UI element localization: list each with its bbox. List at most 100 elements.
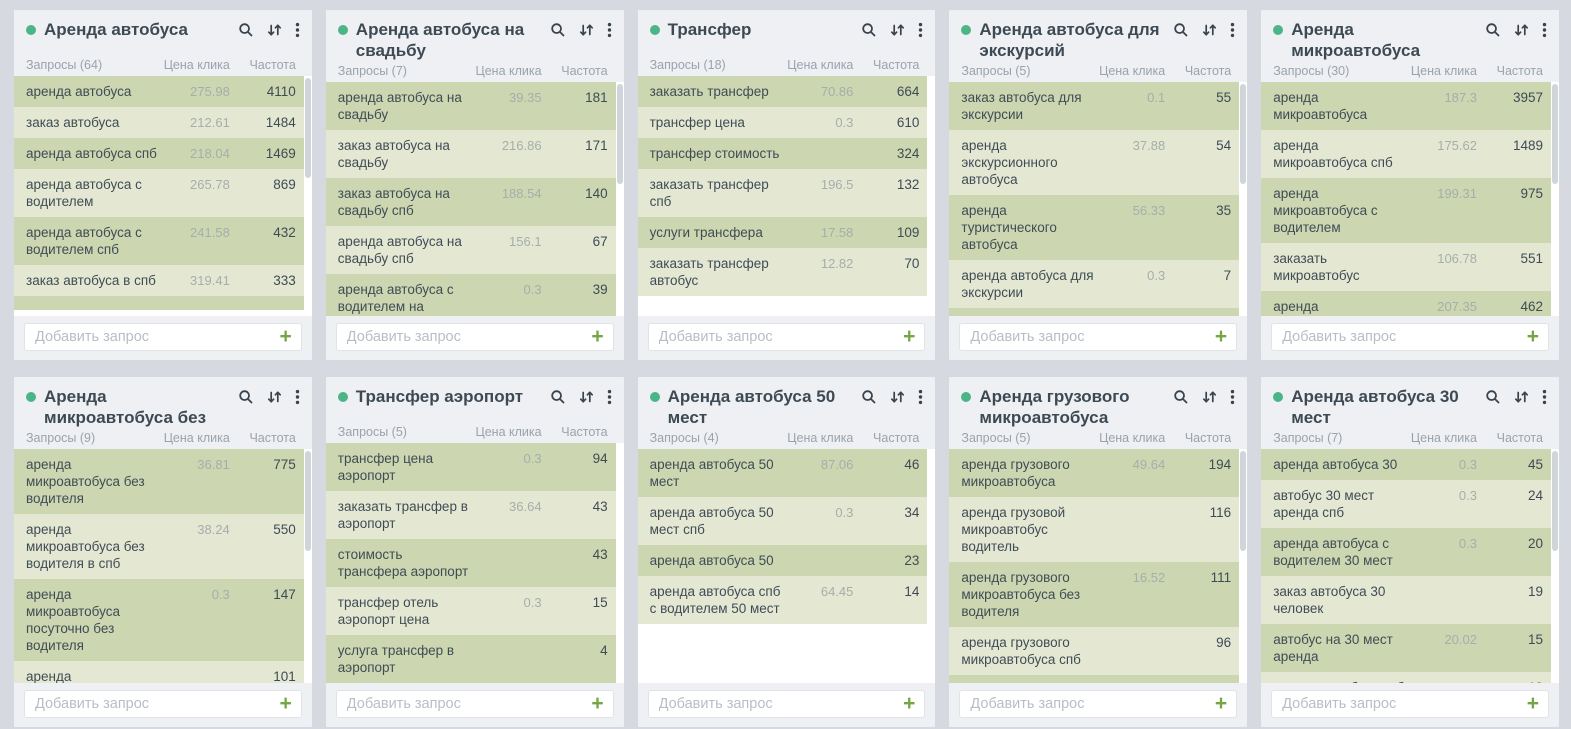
scrollbar-thumb[interactable] xyxy=(1551,84,1558,184)
sort-icon[interactable] xyxy=(267,389,282,405)
add-query-plus-button[interactable]: + xyxy=(279,325,292,348)
query-row[interactable]: аренда микроавтобуса с водителем спб 207… xyxy=(1261,291,1551,316)
sort-icon[interactable] xyxy=(1514,22,1529,38)
add-query-input[interactable] xyxy=(1282,329,1527,345)
menu-kebab-icon[interactable] xyxy=(295,22,300,38)
query-row[interactable]: заказать трансфер автобус 12.82 70 xyxy=(637,248,928,296)
query-row[interactable]: аренда автобуса 50 мест 87.06 46 xyxy=(637,449,928,497)
search-icon[interactable] xyxy=(550,389,566,405)
query-row[interactable]: заказать трансфер в аэропорт 36.64 43 xyxy=(325,491,616,539)
query-row[interactable]: аренда туристического автобуса 56.33 35 xyxy=(949,195,1240,260)
search-icon[interactable] xyxy=(1173,22,1189,38)
query-row[interactable]: аренда грузового микроавтобуса спб 96 xyxy=(949,627,1240,675)
query-row[interactable]: аренда микроавтобуса спб 175.62 1489 xyxy=(1261,130,1551,178)
query-row[interactable]: аренда экскурсионного автобуса 37.88 54 xyxy=(949,130,1240,195)
sort-icon[interactable] xyxy=(890,389,905,405)
add-query-plus-button[interactable]: + xyxy=(1214,325,1228,348)
scrollbar-thumb[interactable] xyxy=(1551,451,1558,551)
sort-icon[interactable] xyxy=(1202,22,1217,38)
query-row[interactable]: аренда микроавтобуса без водителя в спб … xyxy=(14,514,304,579)
scrollbar-thumb[interactable] xyxy=(304,78,311,178)
add-query-plus-button[interactable]: + xyxy=(591,692,604,715)
menu-kebab-icon[interactable] xyxy=(918,22,923,38)
query-row[interactable]: аренда грузового микроавтобуса без 54.07… xyxy=(949,675,1240,683)
add-query-plus-button[interactable]: + xyxy=(903,325,916,348)
menu-kebab-icon[interactable] xyxy=(1230,389,1235,405)
query-row[interactable]: аренда грузовой микроавтобус водитель 11… xyxy=(949,497,1240,562)
search-icon[interactable] xyxy=(1485,389,1501,405)
search-icon[interactable] xyxy=(861,389,877,405)
add-query-input[interactable] xyxy=(35,329,280,345)
query-row[interactable]: аренда автобуса на свадьбу 39.35 181 xyxy=(325,82,616,130)
add-query-input[interactable] xyxy=(35,696,280,712)
search-icon[interactable] xyxy=(238,389,254,405)
scrollbar-thumb[interactable] xyxy=(304,451,311,551)
query-row[interactable]: аренда автобуса с водителем 265.78 869 xyxy=(14,169,304,217)
query-row[interactable]: аренда автобуса 50 мест спб 0.3 34 xyxy=(637,497,928,545)
query-row[interactable]: аренда автобуса с водителем 30 мест 0.3 … xyxy=(1261,528,1551,576)
query-row[interactable]: аренда автобуса 30 0.3 45 xyxy=(1261,449,1551,480)
sort-icon[interactable] xyxy=(1202,389,1217,405)
query-row[interactable]: стоимость трансфера аэропорт 43 xyxy=(325,539,616,587)
query-row[interactable]: автобус 30 мест аренда спб 0.3 24 xyxy=(1261,480,1551,528)
query-row[interactable]: услуга трансфер в аэропорт 4 xyxy=(325,635,616,683)
query-row[interactable]: аренда микроавтобуса 187.3 3957 xyxy=(1261,82,1551,130)
query-row[interactable]: услуги трансфера 17.58 109 xyxy=(637,217,928,248)
menu-kebab-icon[interactable] xyxy=(1230,22,1235,38)
query-row[interactable]: аренда автобуса 50 23 xyxy=(637,545,928,576)
add-query-plus-button[interactable]: + xyxy=(903,692,916,715)
query-row[interactable]: автобус на 30 мест аренда 20.02 15 xyxy=(1261,624,1551,672)
query-row[interactable]: заказ автобуса на свадьбу 216.86 171 xyxy=(325,130,616,178)
query-row[interactable]: заказ автобуса 212.61 1484 xyxy=(14,107,304,138)
query-row[interactable]: аренда автобуса спб 218.04 1469 xyxy=(14,138,304,169)
query-row[interactable]: аренда микроавтобуса посуточно без водит… xyxy=(14,579,304,661)
query-row[interactable]: трансфер цена 0.3 610 xyxy=(637,107,928,138)
scrollbar-thumb[interactable] xyxy=(1240,451,1247,551)
query-row[interactable]: аренда автобуса с водителем спб 241.58 4… xyxy=(14,217,304,265)
search-icon[interactable] xyxy=(238,22,254,38)
add-query-input[interactable] xyxy=(1282,696,1527,712)
menu-kebab-icon[interactable] xyxy=(607,389,612,405)
menu-kebab-icon[interactable] xyxy=(295,389,300,405)
menu-kebab-icon[interactable] xyxy=(1542,389,1547,405)
query-row[interactable]: заказ автобуса в спб 319.41 333 xyxy=(14,265,304,296)
sort-icon[interactable] xyxy=(267,22,282,38)
menu-kebab-icon[interactable] xyxy=(918,389,923,405)
add-query-input[interactable] xyxy=(970,696,1215,712)
scrollbar-thumb[interactable] xyxy=(1240,84,1247,184)
add-query-input[interactable] xyxy=(658,329,904,345)
query-row[interactable]: трансфер стоимость 324 xyxy=(637,138,928,169)
search-icon[interactable] xyxy=(1173,389,1189,405)
sort-icon[interactable] xyxy=(579,389,594,405)
query-row[interactable]: заказать трансфер 70.86 664 xyxy=(637,76,928,107)
add-query-plus-button[interactable]: + xyxy=(1526,692,1539,715)
query-row[interactable]: аренда автобуса с водителем на свадьбу 0… xyxy=(325,274,616,316)
query-row[interactable]: аренда автобуса на свадьбу спб 156.1 67 xyxy=(325,226,616,274)
query-row[interactable]: заказать микроавтобус 106.78 551 xyxy=(1261,243,1551,291)
menu-kebab-icon[interactable] xyxy=(1542,22,1547,38)
query-row[interactable]: заказ автобуса для экскурсии 0.1 55 xyxy=(949,82,1240,130)
add-query-input[interactable] xyxy=(658,696,904,712)
query-row[interactable]: аренда грузового микроавтобуса без водит… xyxy=(949,562,1240,627)
search-icon[interactable] xyxy=(550,22,566,38)
query-row[interactable]: аренда микроавтобуса без водителя 36.81 … xyxy=(14,449,304,514)
query-row[interactable]: аренда микроавтобуса с водителем 199.31 … xyxy=(1261,178,1551,243)
sort-icon[interactable] xyxy=(1514,389,1529,405)
query-row[interactable]: аренда экскурсионного 41.72 5 xyxy=(949,308,1240,316)
query-row[interactable]: аренда автобуса спб 34.31 13 xyxy=(1261,672,1551,683)
sort-icon[interactable] xyxy=(579,22,594,38)
add-query-plus-button[interactable]: + xyxy=(279,692,292,715)
query-row[interactable]: трансфер отель аэропорт цена 0.3 15 xyxy=(325,587,616,635)
menu-kebab-icon[interactable] xyxy=(607,22,612,38)
add-query-plus-button[interactable]: + xyxy=(591,325,604,348)
query-row[interactable]: трансфер цена аэропорт 0.3 94 xyxy=(325,443,616,491)
search-icon[interactable] xyxy=(861,22,877,38)
query-row[interactable]: заказать трансфер спб 196.5 132 xyxy=(637,169,928,217)
query-row[interactable]: заказ автобуса 30 человек 19 xyxy=(1261,576,1551,624)
query-row[interactable]: аренда грузового микроавтобуса 49.64 194 xyxy=(949,449,1240,497)
scrollbar-thumb[interactable] xyxy=(616,84,623,184)
query-row[interactable]: аренда автобуса 275.98 4110 xyxy=(14,76,304,107)
add-query-input[interactable] xyxy=(346,329,592,345)
add-query-input[interactable] xyxy=(970,329,1215,345)
add-query-input[interactable] xyxy=(346,696,592,712)
